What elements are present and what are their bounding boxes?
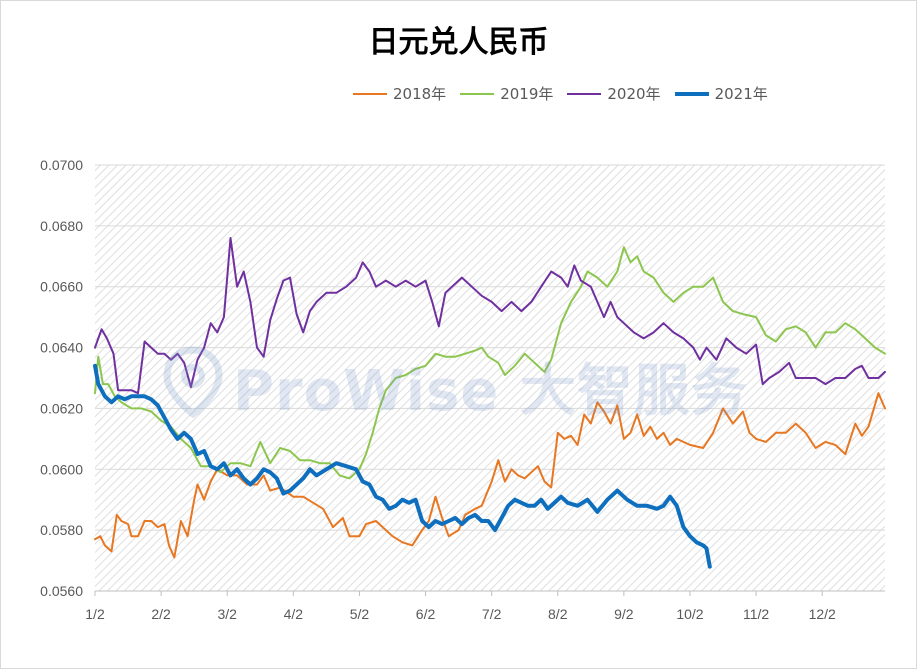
- x-tick-label: 4/2: [284, 606, 304, 622]
- legend-item-2019: 2019年: [460, 83, 553, 104]
- x-tick-label: 11/2: [743, 606, 769, 622]
- series-line-2020: [94, 237, 886, 395]
- series-lines: [93, 237, 886, 569]
- series-line-2018: [94, 392, 886, 559]
- legend-swatch-2021: [674, 91, 709, 96]
- legend-label-2020: 2020年: [607, 85, 661, 103]
- x-tick-label: 9/2: [614, 606, 634, 622]
- y-tick-label: 0.0660: [40, 279, 83, 295]
- y-tick-label: 0.0680: [40, 218, 83, 234]
- legend-swatch-2019: [460, 92, 495, 95]
- y-tick-label: 0.0620: [40, 400, 83, 416]
- legend-item-2021: 2021年: [674, 83, 768, 104]
- watermark-text: ProWise 大智服务: [233, 359, 748, 424]
- x-tick-label: 2/2: [151, 606, 171, 622]
- x-tick-label: 12/2: [809, 606, 836, 622]
- y-tick-label: 0.0700: [40, 157, 83, 173]
- y-axis: 0.0560 0.0580 0.0600 0.0620 0.0640 0.0660 0.06…: [40, 157, 83, 599]
- y-tick-label: 0.0580: [40, 522, 83, 538]
- series-line-2021: [93, 363, 712, 569]
- legend-label-2021: 2021年: [714, 85, 768, 103]
- x-tick-label: 3/2: [217, 606, 237, 622]
- y-tick-label: 0.0640: [40, 340, 83, 356]
- x-tick-label: 10/2: [676, 606, 703, 622]
- legend: 2018年 2019年 2020年 2021年: [353, 83, 768, 104]
- x-tick-label: 1/2: [85, 606, 105, 622]
- x-tick-label: 6/2: [416, 606, 436, 622]
- x-tick-label: 7/2: [482, 606, 502, 622]
- y-tick-label: 0.0560: [40, 583, 83, 599]
- legend-label-2018: 2018年: [393, 85, 447, 103]
- watermark-pin-icon: [163, 346, 223, 418]
- y-tick-label: 0.0600: [40, 461, 83, 477]
- x-tick-label: 8/2: [548, 606, 568, 622]
- legend-swatch-2018: [353, 92, 387, 95]
- legend-item-2018: 2018年: [353, 83, 446, 104]
- x-tick-label: 5/2: [350, 606, 370, 622]
- x-axis: 1/2 2/2 3/2 4/2 5/2 6/2 7/2 8/2 9/2 10/2 11/2 12/2: [85, 590, 885, 622]
- legend-swatch-2020: [567, 92, 602, 95]
- legend-item-2020: 2020年: [567, 83, 661, 104]
- legend-label-2019: 2019年: [500, 85, 554, 103]
- chart-title: 日元兑人民币: [368, 25, 549, 60]
